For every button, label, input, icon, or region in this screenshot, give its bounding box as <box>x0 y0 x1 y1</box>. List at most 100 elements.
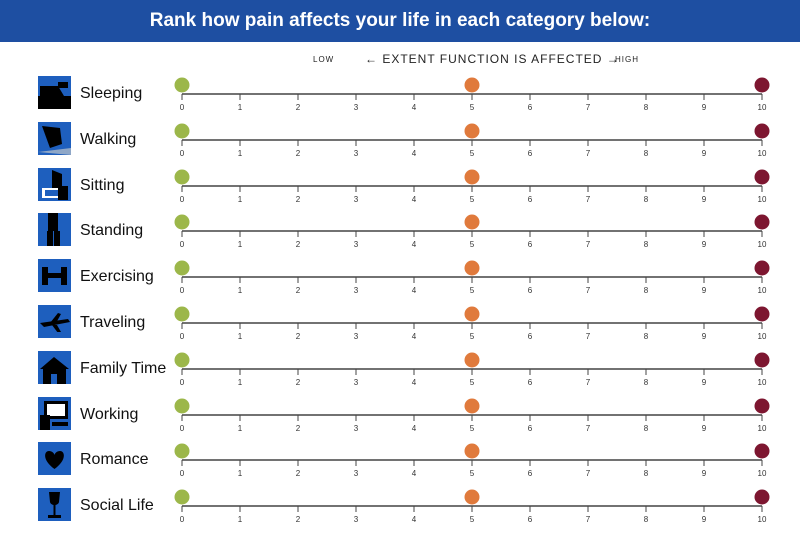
scale-tick-label: 7 <box>586 378 591 387</box>
scale-marker-0[interactable] <box>174 214 190 230</box>
scale-marker-0[interactable] <box>174 169 190 185</box>
scale-tick-label: 4 <box>412 240 417 249</box>
scale-marker-0[interactable] <box>174 77 190 93</box>
scale-tick-label: 4 <box>412 378 417 387</box>
scale-tick-label: 6 <box>528 240 533 249</box>
scale-marker-0[interactable] <box>174 352 190 368</box>
scale-tick-label: 4 <box>412 424 417 433</box>
scale-marker-5[interactable] <box>464 123 480 139</box>
scale-tick-label: 9 <box>702 332 707 341</box>
rating-scale[interactable]: 0 1 2 3 4 5 6 7 8 9 10 <box>172 164 772 210</box>
rating-scale[interactable]: 0 1 2 3 4 5 6 7 8 9 10 <box>172 393 772 439</box>
scale-marker-5[interactable] <box>464 443 480 459</box>
rating-scale[interactable]: 0 1 2 3 4 5 6 7 8 9 10 <box>172 209 772 255</box>
scale-tick-label: 2 <box>296 240 301 249</box>
rating-scale[interactable]: 0 1 2 3 4 5 6 7 8 9 10 <box>172 72 772 118</box>
rating-scale[interactable]: 0 1 2 3 4 5 6 7 8 9 10 <box>172 484 772 530</box>
scale-tick-label: 5 <box>470 240 475 249</box>
scale-tick-label: 2 <box>296 332 301 341</box>
category-row-social-life: Social Life 0 1 2 3 4 5 6 7 8 9 10 <box>0 484 800 530</box>
scale-tick-label: 8 <box>644 149 649 158</box>
category-row-sitting: Sitting 0 1 2 3 4 5 6 7 8 9 10 <box>0 164 800 210</box>
scale-tick-label: 4 <box>412 195 417 204</box>
scale-tick-label: 2 <box>296 103 301 112</box>
scale-tick-label: 7 <box>586 103 591 112</box>
rating-scale-graphic: 0 1 2 3 4 5 6 7 8 9 10 <box>174 443 770 478</box>
scale-marker-5[interactable] <box>464 260 480 276</box>
scale-marker-10[interactable] <box>754 489 770 505</box>
scale-tick-label: 4 <box>412 149 417 158</box>
scale-tick-label: 0 <box>180 103 185 112</box>
scale-tick-label: 2 <box>296 469 301 478</box>
axis-legend-high: HIGH <box>615 55 639 64</box>
scale-marker-10[interactable] <box>754 398 770 414</box>
scale-tick-label: 3 <box>354 195 359 204</box>
scale-marker-5[interactable] <box>464 306 480 322</box>
dumbbell-icon <box>38 259 71 293</box>
scale-tick-label: 9 <box>702 149 707 158</box>
scale-marker-10[interactable] <box>754 306 770 322</box>
scale-marker-10[interactable] <box>754 260 770 276</box>
scale-marker-10[interactable] <box>754 169 770 185</box>
scale-tick-label: 3 <box>354 424 359 433</box>
axis-legend: LOW ← EXTENT FUNCTION IS AFFECTED → HIGH <box>310 52 640 68</box>
scale-tick-label: 10 <box>758 149 767 158</box>
scale-tick-label: 4 <box>412 332 417 341</box>
scale-marker-10[interactable] <box>754 214 770 230</box>
category-list: Sleeping 0 1 2 3 4 5 6 7 8 9 10 Walking 0 1 2 3 4 5 6 7 8 9 10 S… <box>0 72 800 530</box>
scale-tick-label: 3 <box>354 149 359 158</box>
scale-marker-5[interactable] <box>464 169 480 185</box>
rating-scale[interactable]: 0 1 2 3 4 5 6 7 8 9 10 <box>172 301 772 347</box>
scale-marker-0[interactable] <box>174 123 190 139</box>
category-row-walking: Walking 0 1 2 3 4 5 6 7 8 9 10 <box>0 118 800 164</box>
scale-tick-label: 0 <box>180 469 185 478</box>
category-label: Traveling <box>80 313 146 331</box>
scale-tick-label: 4 <box>412 469 417 478</box>
category-row-romance: Romance 0 1 2 3 4 5 6 7 8 9 10 <box>0 438 800 484</box>
scale-tick-label: 5 <box>470 332 475 341</box>
scale-tick-label: 3 <box>354 240 359 249</box>
scale-marker-10[interactable] <box>754 443 770 459</box>
scale-marker-0[interactable] <box>174 398 190 414</box>
scale-tick-label: 3 <box>354 286 359 295</box>
scale-tick-label: 1 <box>238 378 243 387</box>
scale-tick-label: 1 <box>238 515 243 524</box>
rating-scale-graphic: 0 1 2 3 4 5 6 7 8 9 10 <box>174 169 770 204</box>
scale-marker-5[interactable] <box>464 489 480 505</box>
scale-marker-0[interactable] <box>174 443 190 459</box>
scale-tick-label: 8 <box>644 378 649 387</box>
scale-tick-label: 6 <box>528 286 533 295</box>
scale-tick-label: 8 <box>644 103 649 112</box>
scale-tick-label: 0 <box>180 240 185 249</box>
scale-marker-0[interactable] <box>174 306 190 322</box>
standing-person-icon <box>38 213 71 247</box>
rating-scale[interactable]: 0 1 2 3 4 5 6 7 8 9 10 <box>172 347 772 393</box>
category-label: Romance <box>80 451 149 469</box>
scale-tick-label: 2 <box>296 149 301 158</box>
rating-scale[interactable]: 0 1 2 3 4 5 6 7 8 9 10 <box>172 118 772 164</box>
scale-marker-10[interactable] <box>754 123 770 139</box>
scale-tick-label: 7 <box>586 286 591 295</box>
scale-marker-5[interactable] <box>464 77 480 93</box>
category-row-exercising: Exercising 0 1 2 3 4 5 6 7 8 9 10 <box>0 255 800 301</box>
scale-marker-5[interactable] <box>464 352 480 368</box>
scale-marker-10[interactable] <box>754 352 770 368</box>
scale-tick-label: 7 <box>586 515 591 524</box>
rating-scale[interactable]: 0 1 2 3 4 5 6 7 8 9 10 <box>172 438 772 484</box>
rating-scale[interactable]: 0 1 2 3 4 5 6 7 8 9 10 <box>172 255 772 301</box>
scale-marker-10[interactable] <box>754 77 770 93</box>
scale-tick-label: 2 <box>296 515 301 524</box>
scale-tick-label: 3 <box>354 378 359 387</box>
scale-marker-0[interactable] <box>174 489 190 505</box>
category-row-standing: Standing 0 1 2 3 4 5 6 7 8 9 10 <box>0 209 800 255</box>
rating-scale-graphic: 0 1 2 3 4 5 6 7 8 9 10 <box>174 352 770 387</box>
scale-marker-5[interactable] <box>464 398 480 414</box>
scale-tick-label: 7 <box>586 469 591 478</box>
scale-marker-0[interactable] <box>174 260 190 276</box>
computer-icon <box>38 396 71 430</box>
category-row-sleeping: Sleeping 0 1 2 3 4 5 6 7 8 9 10 <box>0 72 800 118</box>
scale-marker-5[interactable] <box>464 214 480 230</box>
scale-tick-label: 9 <box>702 195 707 204</box>
scale-tick-label: 10 <box>758 103 767 112</box>
scale-tick-label: 2 <box>296 195 301 204</box>
